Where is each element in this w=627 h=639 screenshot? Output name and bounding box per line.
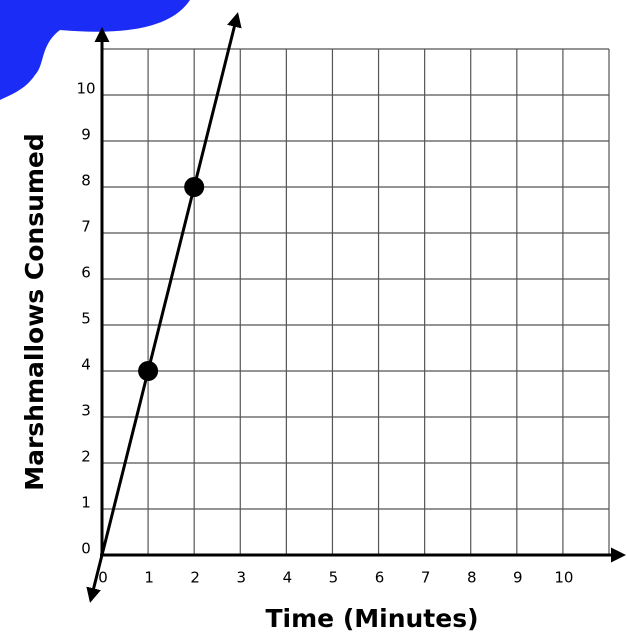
x-tick-label: 9: [513, 569, 523, 587]
y-tick-label: 2: [81, 448, 91, 466]
x-tick-label: 5: [329, 569, 339, 587]
y-tick-label: 0: [81, 540, 91, 558]
x-tick-label: 7: [421, 569, 431, 587]
x-axis-title: Time (Minutes): [265, 604, 478, 633]
y-tick-label: 7: [81, 218, 91, 236]
decoration-blob: [0, 0, 190, 100]
x-tick-label: 1: [144, 569, 154, 587]
grid: [101, 48, 610, 556]
x-tick-label: 4: [283, 569, 293, 587]
y-tick-label: 8: [81, 172, 91, 190]
y-axis-title: Marshmallows Consumed: [20, 133, 49, 491]
y-tick-label: 6: [81, 264, 91, 282]
x-tick-label: 8: [467, 569, 477, 587]
x-tick-label: 6: [375, 569, 385, 587]
x-tick-label: 2: [190, 569, 200, 587]
y-tick-label: 5: [81, 310, 91, 328]
line: [146, 186, 196, 372]
point: [184, 177, 205, 197]
x-tick-label: 3: [236, 569, 246, 587]
y-tick-label: 1: [81, 494, 91, 512]
point: [138, 361, 159, 381]
y-tick-label: 10: [76, 80, 95, 98]
y-tick-label: 3: [81, 402, 91, 420]
line-extension: [192, 12, 242, 188]
y-tick-label: 4: [81, 356, 91, 374]
x-tick-label: 10: [554, 569, 573, 587]
y-tick-label: 9: [81, 126, 91, 144]
x-tick-label: 0: [98, 569, 108, 587]
line-extension: [86, 370, 150, 603]
